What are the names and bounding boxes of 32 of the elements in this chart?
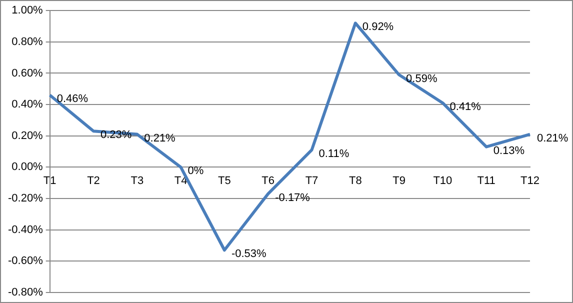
data-label: 0.92% [362, 21, 394, 34]
x-tick-label: T12 [520, 174, 540, 187]
x-tick-label: T5 [218, 174, 231, 187]
x-tick-label: T1 [43, 174, 56, 187]
y-tick-label: 1.00% [12, 4, 44, 17]
data-label: 0.21% [537, 132, 568, 144]
y-tick-label: -0.80% [8, 286, 44, 298]
x-tick-label: T11 [477, 174, 496, 187]
data-label: 0% [188, 165, 204, 178]
y-tick-label: 0.20% [12, 130, 44, 142]
data-label: 0.41% [450, 101, 482, 113]
x-tick-label: T2 [87, 174, 100, 187]
y-tick-label: 0.00% [12, 161, 44, 174]
y-tick-label: -0.60% [8, 255, 44, 268]
x-tick-label: T7 [305, 174, 318, 187]
x-tick-label: T3 [130, 174, 144, 187]
x-tick-label: T6 [262, 174, 275, 187]
y-tick-label: 0.40% [12, 98, 44, 111]
data-label: 0.59% [406, 72, 438, 85]
data-label: 0.21% [144, 132, 176, 144]
x-tick-label: T8 [348, 174, 362, 187]
data-label: -0.53% [231, 248, 267, 260]
x-tick-label: T9 [392, 174, 406, 187]
data-label: 0.46% [56, 93, 88, 106]
data-label: 0.11% [318, 148, 350, 160]
x-tick-label: T10 [433, 174, 452, 187]
data-label: -0.17% [275, 192, 310, 204]
y-tick-label: 0.80% [12, 36, 44, 48]
y-tick-label: 0.60% [12, 67, 44, 80]
y-tick-label: -0.20% [8, 192, 44, 204]
data-label: 0.13% [493, 144, 525, 157]
y-tick-label: -0.40% [8, 224, 44, 236]
